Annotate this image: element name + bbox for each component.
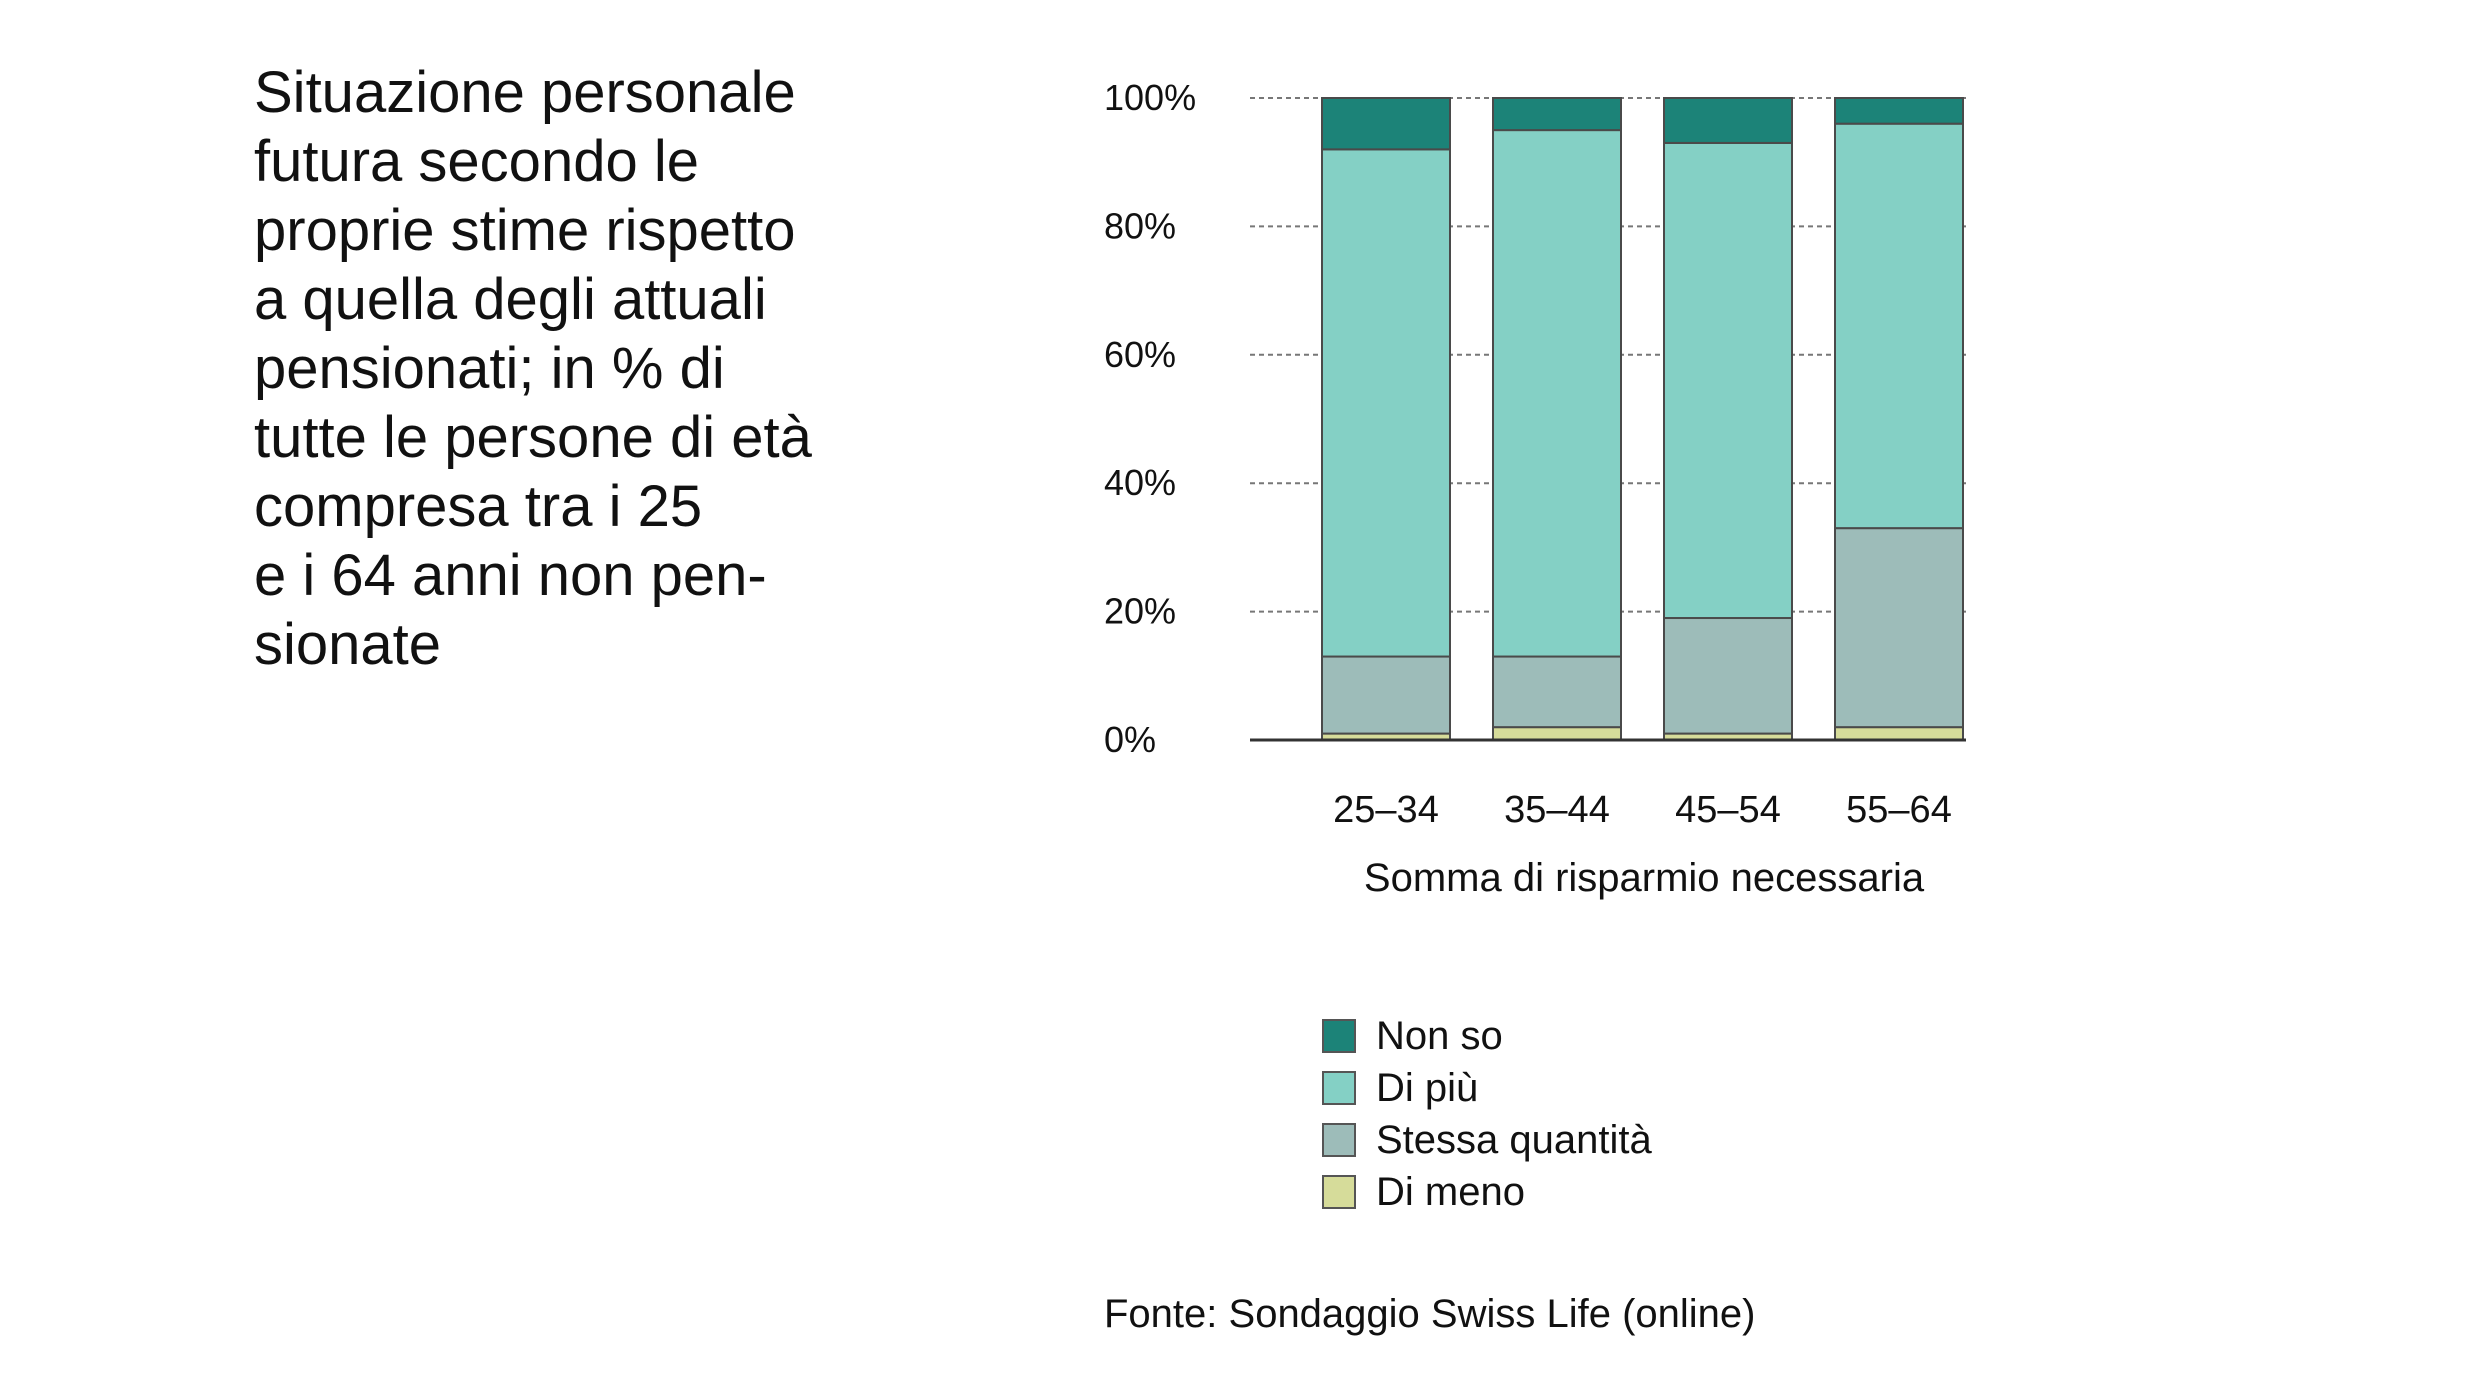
legend-swatch: [1322, 1071, 1356, 1105]
bar-segment: [1834, 97, 1964, 125]
legend-item-di-piu: Di più: [1322, 1062, 1652, 1114]
bar-segment: [1834, 122, 1964, 530]
y-tick-label: 40%: [1104, 462, 1176, 503]
title-line: sionate: [254, 612, 442, 677]
legend-swatch: [1322, 1175, 1356, 1209]
bar-segment: [1321, 655, 1451, 735]
y-tick-label: 80%: [1104, 205, 1176, 246]
bars: [1321, 97, 1964, 742]
legend-swatch: [1322, 1123, 1356, 1157]
x-tick-labels: 25–34 35–44 45–54 55–64: [1333, 789, 1952, 831]
bar-segment: [1663, 141, 1793, 620]
x-tick-label: 45–54: [1675, 789, 1781, 831]
legend-label: Non so: [1376, 1014, 1503, 1058]
legend-label: Di meno: [1376, 1170, 1525, 1214]
title-line: proprie stime rispetto: [254, 198, 796, 263]
bar-segment: [1834, 527, 1964, 729]
x-tick-label: 25–34: [1333, 789, 1439, 831]
title-line: e i 64 anni non pen-: [254, 543, 767, 608]
legend-item-non-so: Non so: [1322, 1010, 1652, 1062]
y-tick-label: 0%: [1104, 719, 1156, 760]
bar-segment: [1492, 129, 1622, 658]
legend-item-di-meno: Di meno: [1322, 1166, 1652, 1218]
bar-segment: [1663, 97, 1793, 144]
legend-label: Stessa quantità: [1376, 1118, 1652, 1162]
bar-segment: [1492, 726, 1622, 741]
x-axis-label: Somma di risparmio necessaria: [1364, 856, 1925, 900]
x-tick-label: 35–44: [1504, 789, 1610, 831]
bar-segment: [1321, 97, 1451, 151]
chart-title: Situazione personale futura secondo le p…: [254, 58, 974, 679]
y-tick-label: 100%: [1104, 77, 1196, 118]
title-line: pensionati; in % di: [254, 336, 725, 401]
legend-swatch: [1322, 1019, 1356, 1053]
legend-item-stessa-quantita: Stessa quantità: [1322, 1114, 1652, 1166]
title-line: tutte le persone di età: [254, 405, 812, 470]
bar-segment: [1321, 148, 1451, 658]
bar-segment: [1492, 655, 1622, 729]
y-tick-labels: 0% 20% 40% 60% 80% 100%: [1104, 77, 1196, 760]
bar-segment: [1663, 617, 1793, 735]
title-line: compresa tra i 25: [254, 474, 703, 539]
y-tick-label: 20%: [1104, 591, 1176, 632]
title-line: a quella degli attuali: [254, 267, 767, 332]
legend: Non so Di più Stessa quantità Di meno: [1322, 1010, 1652, 1218]
y-tick-label: 60%: [1104, 334, 1176, 375]
source-note: Fonte: Sondaggio Swiss Life (online): [1104, 1292, 1756, 1336]
bar-segment: [1834, 726, 1964, 741]
x-tick-label: 55–64: [1846, 789, 1952, 831]
title-line: futura secondo le: [254, 129, 699, 194]
legend-label: Di più: [1376, 1066, 1479, 1110]
bar-segment: [1492, 97, 1622, 132]
title-line: Situazione personale: [254, 60, 796, 125]
